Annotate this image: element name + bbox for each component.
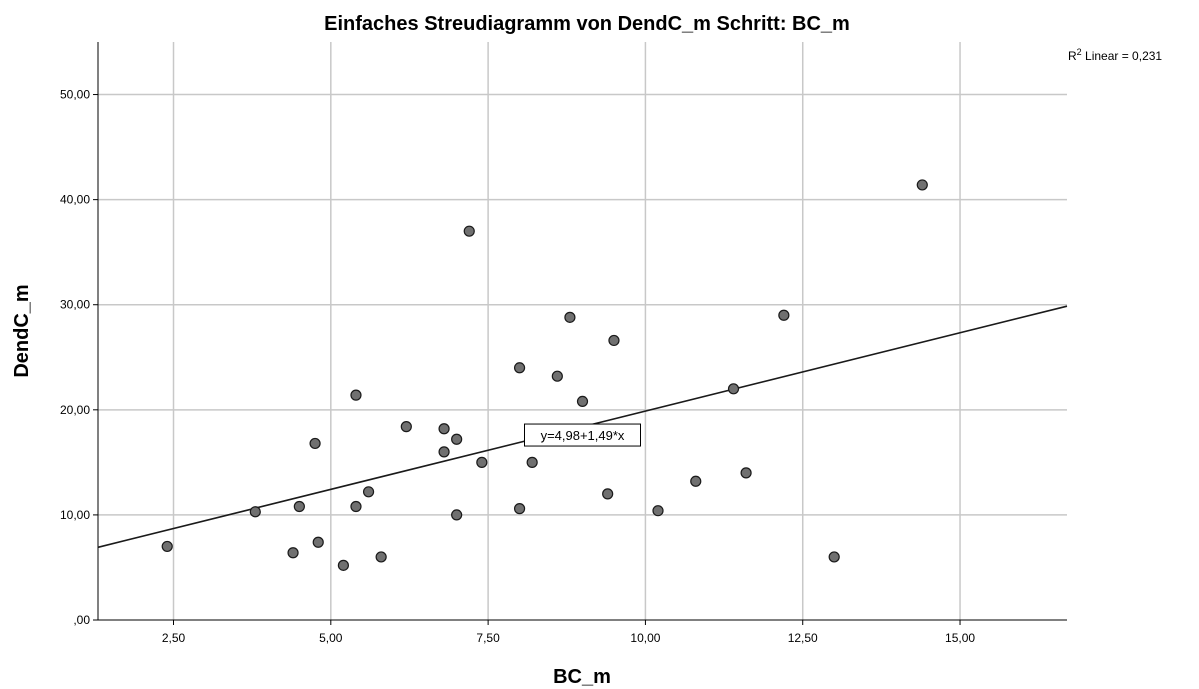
y-tick-label: 30,00 [60,298,90,312]
data-point [362,486,375,498]
y-tick-label: ,00 [73,613,90,627]
data-point [375,551,387,563]
y-tick-label: 40,00 [60,193,90,207]
data-point [916,179,928,191]
chart-title: Einfaches Streudiagramm von DendC_m Schr… [324,13,850,35]
equation-label: y=4,98+1,49*x [541,428,625,443]
data-point [337,559,349,571]
data-point [828,551,840,563]
axes [93,42,1067,625]
data-point [690,475,702,487]
x-tick-label: 7,50 [476,631,500,645]
data-point [463,225,475,237]
x-tick-label: 15,00 [945,631,975,645]
data-point [451,433,463,445]
data-point [551,370,563,382]
data-point [608,334,620,347]
data-point [513,362,526,374]
r2-superscript: 2 [1077,47,1082,57]
data-point [564,311,576,323]
data-point [451,509,463,521]
data-point [309,437,321,450]
y-tick-label: 10,00 [60,508,90,522]
tick-labels: 2,50 5,00 7,50 10,00 12,50 15,00 ,00 10,00 20,00… [60,88,975,645]
data-point [652,505,664,517]
data-point [287,547,299,559]
data-point [312,536,324,548]
data-point [350,500,362,513]
x-axis-label: BC_m [553,666,611,688]
r2-value: Linear = 0,231 [1082,49,1163,63]
data-point [476,456,488,468]
y-tick-label: 50,00 [60,88,90,102]
x-tick-label: 12,50 [788,631,818,645]
y-tick-label: 20,00 [60,403,90,417]
data-point [740,467,752,479]
data-point [513,503,526,515]
x-tick-label: 10,00 [630,631,660,645]
data-point [438,446,450,458]
y-axis-label: DendC_m [11,284,33,377]
data-point [249,506,261,518]
data-point [293,500,305,513]
r2-prefix: R [1068,49,1077,63]
data-point [778,309,790,321]
data-point [602,488,614,500]
grid-lines [98,42,1067,620]
data-point [576,395,589,408]
data-point [526,456,538,468]
data-points: y=4,98+1,49*x [161,179,928,571]
data-point [161,540,173,553]
data-point [400,421,412,433]
x-tick-label: 2,50 [162,631,186,645]
data-point [350,389,362,401]
x-tick-label: 5,00 [319,631,343,645]
r2-label: R2 Linear = 0,231 [1068,47,1162,63]
equation-box [524,423,641,447]
data-point [438,423,450,435]
data-point [727,383,740,395]
